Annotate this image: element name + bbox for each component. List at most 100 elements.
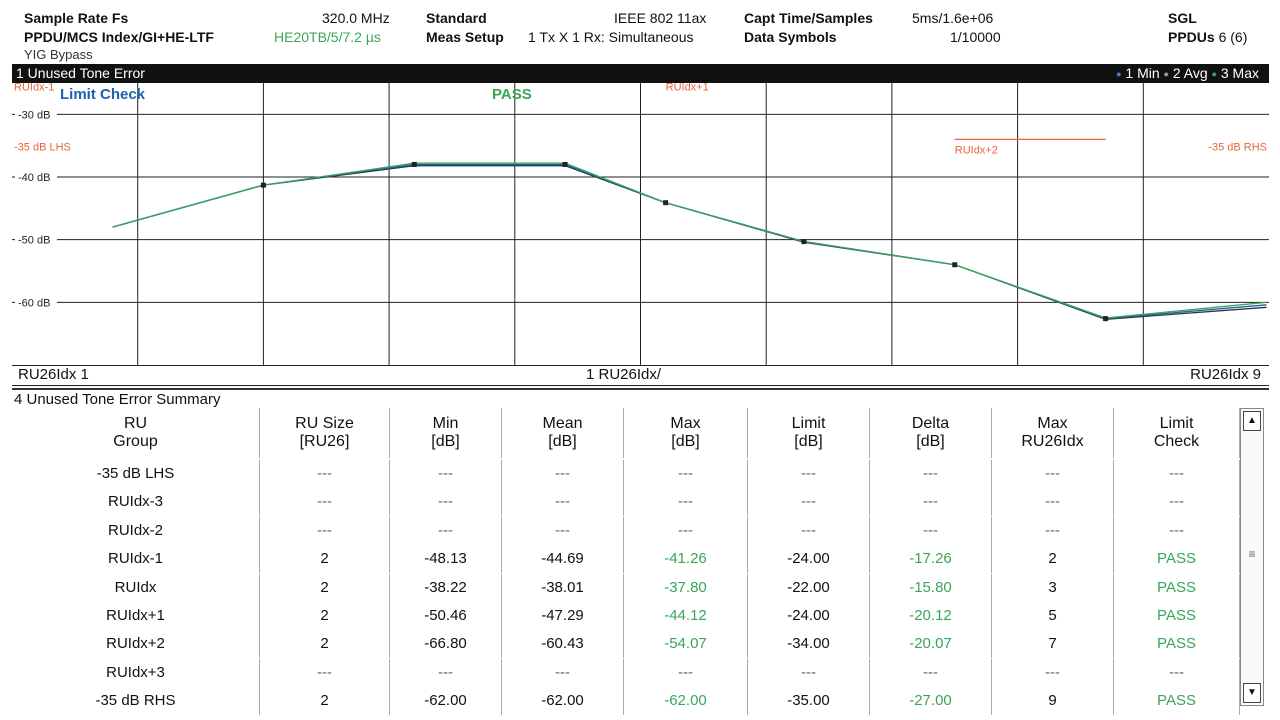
col-limit-check-header[interactable]: Limit Check [1114, 408, 1240, 458]
limit-label: -35 dB RHS [1208, 142, 1267, 154]
limit-check-label: Limit Check [60, 86, 146, 103]
col-max-ru26idx-cell: 5 [992, 602, 1114, 630]
col-ru-size-header[interactable]: RU Size [RU26] [260, 408, 390, 458]
col-min-cell: --- [390, 460, 502, 488]
table-row[interactable]: RUIdx+3 --- --- --- --- --- --- --- --- [12, 658, 1240, 687]
col-limit-check-cell: --- [1114, 658, 1240, 687]
header-line: Min [432, 415, 459, 432]
trace2-dot-icon: ● [1163, 68, 1169, 79]
table-row[interactable]: -35 dB RHS 2 -62.00 -62.00 -62.00 -35.00 -27.0… [12, 687, 1240, 716]
diagram-title-bar[interactable]: 1 Unused Tone Error ● 1 Min ● 2 Avg ● 3 … [12, 64, 1269, 83]
unused-tone-error-plot[interactable]: -30 dB-40 dB-50 dB-60 dB RUIdx-1RUIdxRUI… [12, 63, 1269, 365]
capt-time-value[interactable]: 5ms/1.6e+06 [912, 10, 994, 26]
col-limit-check-cell: --- [1114, 516, 1240, 545]
col-max-cell: -41.26 [624, 545, 748, 574]
yig-bypass-label: YIG Bypass [24, 47, 93, 62]
header-line: [dB] [671, 433, 700, 450]
col-limit-cell: -34.00 [748, 630, 870, 659]
col-ru-group-cell: RUIdx-3 [12, 488, 260, 517]
standard-value[interactable]: IEEE 802 11ax [614, 10, 707, 26]
measurement-header: Sample Rate Fs 320.0 MHz PPDU/MCS Index/… [0, 0, 1280, 62]
chart-grid: -30 dB -40 dB -50 dB -60 dB [12, 83, 1269, 365]
col-max-cell: --- [624, 488, 748, 517]
col-min-cell: -66.80 [390, 630, 502, 659]
col-delta-cell: -20.07 [870, 630, 992, 659]
legend-avg: 2 Avg [1172, 65, 1208, 81]
table-row[interactable]: RUIdx+2 2 -66.80 -60.43 -54.07 -34.00 -20.07 7 P… [12, 630, 1240, 659]
col-delta-header[interactable]: Delta [dB] [870, 408, 992, 458]
diagram-title: 1 Unused Tone Error [16, 65, 145, 81]
traces [112, 161, 1267, 322]
col-ru-group-cell: -35 dB LHS [12, 460, 260, 488]
ppdus-counter: PPDUs 6 (6) [1168, 29, 1247, 45]
table-row[interactable]: RUIdx-3 --- --- --- --- --- --- --- --- [12, 488, 1240, 517]
y-tick-label: -60 dB [18, 297, 50, 309]
col-mean-cell: --- [502, 516, 624, 545]
sample-rate-label: Sample Rate Fs [24, 10, 129, 26]
col-min-cell: --- [390, 488, 502, 517]
col-ru-size-cell: 2 [260, 573, 390, 602]
trace3-dot-icon: ● [1211, 68, 1217, 79]
legend-min: 1 Min [1125, 65, 1160, 81]
data-symbols-value[interactable]: 1/10000 [950, 29, 1001, 45]
col-ru-group-cell: RUIdx+2 [12, 630, 260, 659]
summary-table-header: RU Group RU Size [RU26] Min [dB] Mean [dB] Max [d… [12, 408, 1240, 458]
table-row[interactable]: -35 dB LHS --- --- --- --- --- --- --- --- [12, 460, 1240, 488]
table-scrollbar[interactable]: ▲ ≡ ▼ [1240, 408, 1264, 706]
scroll-down-icon[interactable]: ▼ [1243, 683, 1261, 703]
col-max-cell: -37.80 [624, 573, 748, 602]
table-row[interactable]: RUIdx-2 --- --- --- --- --- --- --- --- [12, 516, 1240, 545]
summary-table: RU Group RU Size [RU26] Min [dB] Mean [dB] Max [d… [12, 408, 1240, 716]
col-limit-header[interactable]: Limit [dB] [748, 408, 870, 458]
scroll-grip-icon[interactable]: ≡ [1248, 547, 1256, 561]
col-ru-group-header[interactable]: RU Group [12, 408, 260, 458]
y-tick-bg [15, 232, 57, 246]
col-ru-group-cell: RUIdx+1 [12, 602, 260, 630]
scroll-up-icon[interactable]: ▲ [1243, 411, 1261, 431]
header-line: Limit [791, 415, 826, 432]
col-limit-check-cell: PASS [1114, 573, 1240, 602]
col-limit-check-cell: PASS [1114, 545, 1240, 574]
y-tick-label: -30 dB [18, 109, 50, 121]
header-line: [dB] [794, 433, 823, 450]
header-line: RU [123, 415, 148, 432]
col-max-ru26idx-header[interactable]: Max RU26Idx [992, 408, 1114, 458]
col-delta-cell: -20.12 [870, 602, 992, 630]
ppdu-value[interactable]: HE20TB/5/7.2 µs [274, 29, 381, 45]
col-max-header[interactable]: Max [dB] [624, 408, 748, 458]
col-ru-group-cell: RUIdx+3 [12, 658, 260, 687]
col-min-header[interactable]: Min [dB] [390, 408, 502, 458]
table-row[interactable]: RUIdx-1 2 -48.13 -44.69 -41.26 -24.00 -17.26 2 P… [12, 545, 1240, 574]
ppdus-label: PPDUs [1168, 29, 1215, 45]
limit-label: RUIdx+1 [666, 83, 709, 94]
summary-title-bar[interactable]: 4 Unused Tone Error Summary [12, 388, 1269, 409]
col-max-cell: -62.00 [624, 687, 748, 716]
col-max-cell: --- [624, 460, 748, 488]
header-line: [dB] [548, 433, 577, 450]
meas-setup-value[interactable]: 1 Tx X 1 Rx: Simultaneous [528, 29, 694, 45]
col-max-ru26idx-cell: 9 [992, 687, 1114, 716]
col-limit-cell: -24.00 [748, 602, 870, 630]
col-limit-cell: -35.00 [748, 687, 870, 716]
capt-time-label: Capt Time/Samples [744, 10, 873, 26]
col-limit-cell: --- [748, 460, 870, 488]
col-ru-size-cell: 2 [260, 602, 390, 630]
col-min-cell: -38.22 [390, 573, 502, 602]
limit-label: RUIdx-1 [14, 83, 54, 94]
col-delta-cell: -15.80 [870, 573, 992, 602]
table-row[interactable]: RUIdx+1 2 -50.46 -47.29 -44.12 -24.00 -20.12 5 P… [12, 602, 1240, 630]
y-tick-label: -50 dB [18, 235, 50, 247]
sample-rate-value[interactable]: 320.0 MHz [322, 10, 390, 26]
col-delta-cell: --- [870, 516, 992, 545]
trace-avg-line [112, 163, 1267, 320]
col-mean-header[interactable]: Mean [dB] [502, 408, 624, 458]
col-ru-size-cell: 2 [260, 687, 390, 716]
table-row[interactable]: RUIdx 2 -38.22 -38.01 -37.80 -22.00 -15.80 3 PAS… [12, 573, 1240, 602]
data-point-marker [663, 200, 669, 206]
col-min-cell: -62.00 [390, 687, 502, 716]
y-tick-label: -40 dB [18, 172, 50, 184]
trace1-dot-icon: ● [1116, 68, 1122, 79]
legend-max: 3 Max [1220, 65, 1259, 81]
col-ru-group-cell: RUIdx [12, 573, 260, 602]
header-line: [dB] [431, 433, 460, 450]
